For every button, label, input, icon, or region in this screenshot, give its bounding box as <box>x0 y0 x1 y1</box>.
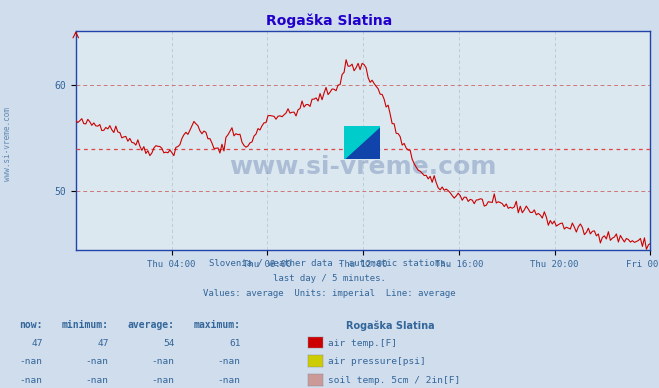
Text: -nan: -nan <box>152 357 175 366</box>
Text: soil temp. 5cm / 2in[F]: soil temp. 5cm / 2in[F] <box>328 376 460 385</box>
Text: now:: now: <box>19 320 43 330</box>
Text: 61: 61 <box>229 339 241 348</box>
Text: www.si-vreme.com: www.si-vreme.com <box>3 107 13 180</box>
Text: 47: 47 <box>98 339 109 348</box>
Text: Values: average  Units: imperial  Line: average: Values: average Units: imperial Line: av… <box>203 289 456 298</box>
Text: -nan: -nan <box>217 357 241 366</box>
Text: minimum:: minimum: <box>62 320 109 330</box>
Text: last day / 5 minutes.: last day / 5 minutes. <box>273 274 386 282</box>
Text: air pressure[psi]: air pressure[psi] <box>328 357 425 366</box>
Polygon shape <box>344 126 380 159</box>
Text: -nan: -nan <box>152 376 175 385</box>
Text: Rogaška Slatina: Rogaška Slatina <box>346 320 434 331</box>
Text: -nan: -nan <box>20 376 43 385</box>
Text: www.si-vreme.com: www.si-vreme.com <box>229 155 497 179</box>
Text: -nan: -nan <box>20 357 43 366</box>
Text: -nan: -nan <box>217 376 241 385</box>
Text: air temp.[F]: air temp.[F] <box>328 339 397 348</box>
Text: 47: 47 <box>32 339 43 348</box>
Text: average:: average: <box>128 320 175 330</box>
Text: Slovenia / weather data - automatic stations.: Slovenia / weather data - automatic stat… <box>208 258 451 267</box>
Text: maximum:: maximum: <box>194 320 241 330</box>
Text: Rogaška Slatina: Rogaška Slatina <box>266 14 393 28</box>
Text: 54: 54 <box>163 339 175 348</box>
Polygon shape <box>344 126 380 159</box>
Text: -nan: -nan <box>86 357 109 366</box>
Text: -nan: -nan <box>86 376 109 385</box>
